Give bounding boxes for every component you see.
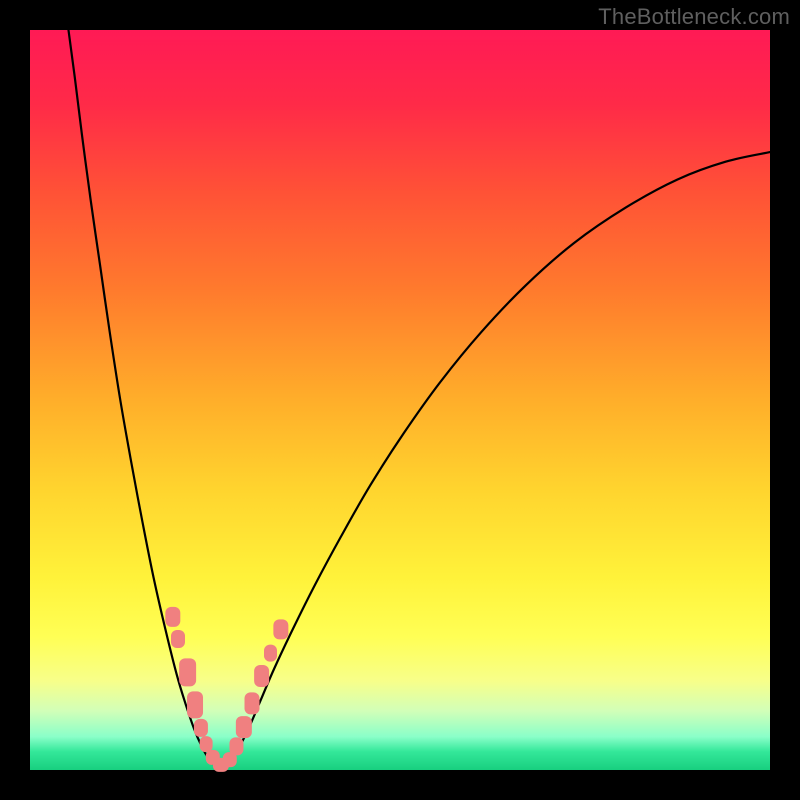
valley-marker-3 xyxy=(187,691,203,718)
valley-marker-0 xyxy=(165,607,180,627)
valley-marker-14 xyxy=(273,619,288,639)
valley-marker-12 xyxy=(254,665,269,687)
valley-marker-11 xyxy=(245,692,260,714)
valley-marker-2 xyxy=(179,658,196,686)
bottleneck-chart: TheBottleneck.com xyxy=(0,0,800,800)
valley-marker-13 xyxy=(264,645,277,662)
chart-svg xyxy=(0,0,800,800)
chart-plot-area xyxy=(30,30,770,770)
valley-marker-10 xyxy=(236,716,252,738)
valley-marker-5 xyxy=(200,736,213,752)
valley-marker-1 xyxy=(171,630,185,648)
valley-marker-9 xyxy=(229,737,243,755)
valley-marker-4 xyxy=(194,719,208,737)
